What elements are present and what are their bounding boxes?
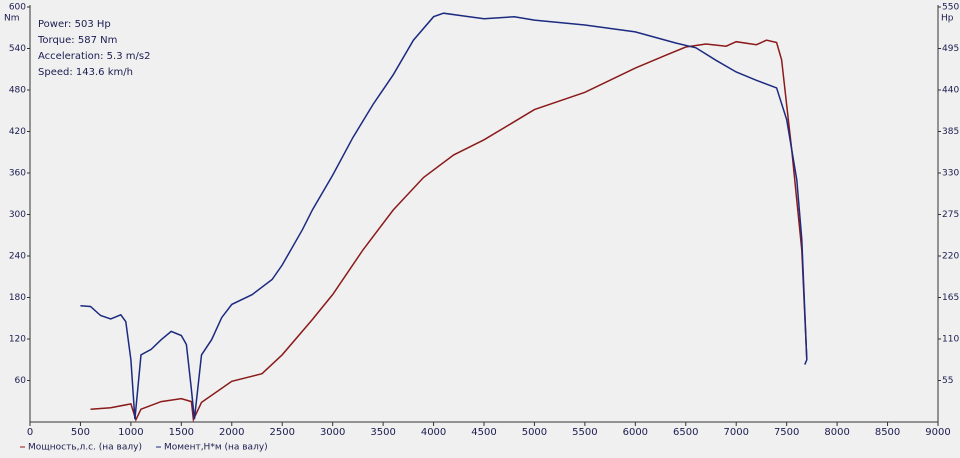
y-tick-label: 540: [9, 44, 26, 54]
y-tick-label: 120: [9, 335, 26, 345]
x-tick-label: 1500: [169, 427, 194, 438]
y-tick-label: 60: [15, 376, 27, 386]
y2-tick-label: 495: [942, 44, 959, 54]
legend-label: Момент,Н*м (на валу): [164, 443, 268, 453]
x-tick-label: 9000: [925, 427, 950, 438]
y2-tick-label: 110: [942, 335, 959, 345]
x-tick-label: 2000: [219, 427, 244, 438]
y-tick-label: 600: [9, 3, 26, 13]
y2-tick-label: 330: [942, 169, 959, 179]
y-tick-label: 420: [9, 127, 26, 137]
y-tick-label: 240: [9, 252, 26, 262]
x-tick-label: 4500: [471, 427, 496, 438]
y-tick-label: 180: [9, 293, 26, 303]
y2-tick-label: 220: [942, 252, 959, 262]
x-tick-label: 8500: [875, 427, 900, 438]
series-line: [90, 39, 808, 423]
x-tick-label: 6000: [623, 427, 648, 438]
x-tick-label: 7000: [723, 427, 748, 438]
series-line: [80, 12, 808, 420]
y2-tick-label: 275: [942, 210, 959, 220]
x-tick-label: 5000: [522, 427, 547, 438]
y-tick-label: 360: [9, 169, 26, 179]
x-tick-label: 500: [71, 427, 90, 438]
x-tick-label: 2500: [269, 427, 294, 438]
x-tick-label: 6500: [673, 427, 698, 438]
info-text: Torque: 587 Nm: [37, 35, 117, 46]
x-tick-label: 8000: [824, 427, 849, 438]
info-text: Speed: 143.6 km/h: [38, 67, 133, 78]
y2-tick-label: 55: [942, 376, 953, 386]
info-text: Power: 503 Hp: [38, 19, 111, 30]
y2-axis-label: Hp: [941, 14, 954, 24]
y-tick-label: 300: [9, 210, 26, 220]
x-tick-label: 5500: [572, 427, 597, 438]
x-tick-label: 0: [27, 427, 33, 438]
info-text: Acceleration: 5.3 m/s2: [38, 51, 150, 62]
legend-label: Мощность,л.с. (на валу): [28, 443, 142, 453]
x-tick-label: 4000: [421, 427, 446, 438]
y2-tick-label: 165: [942, 293, 959, 303]
x-tick-label: 7500: [774, 427, 799, 438]
x-tick-label: 1000: [118, 427, 143, 438]
y2-tick-label: 385: [942, 127, 959, 137]
y2-tick-label: 440: [942, 86, 959, 96]
y-axis-label: Nm: [4, 14, 20, 24]
x-tick-label: 3500: [370, 427, 395, 438]
x-tick-label: 3000: [320, 427, 345, 438]
y2-tick-label: 550: [942, 3, 959, 13]
y-tick-label: 480: [9, 86, 26, 96]
